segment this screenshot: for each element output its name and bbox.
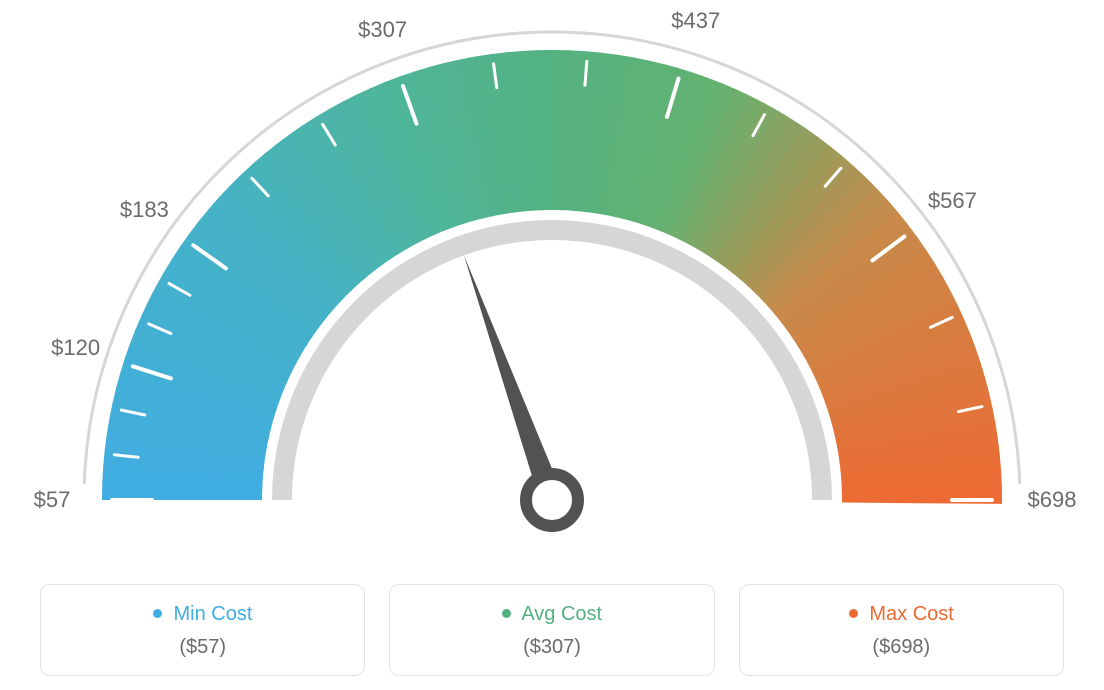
gauge-tick-label: $567 (928, 188, 977, 214)
min-cost-title: Min Cost (41, 603, 364, 626)
gauge-tick-label: $183 (120, 197, 169, 223)
summary-cards: Min Cost ($57) Avg Cost ($307) Max Cost … (40, 584, 1064, 676)
avg-cost-label: Avg Cost (521, 603, 602, 625)
max-cost-value: ($698) (740, 636, 1063, 659)
needle-hub (526, 474, 578, 526)
max-cost-label: Max Cost (869, 603, 953, 625)
min-cost-card: Min Cost ($57) (40, 584, 365, 676)
gauge-tick-label: $307 (358, 17, 407, 43)
gauge-tick-label: $120 (51, 335, 100, 361)
needle (464, 255, 563, 504)
avg-cost-value: ($307) (390, 636, 713, 659)
max-dot-icon (849, 609, 858, 618)
min-cost-value: ($57) (41, 636, 364, 659)
gauge-tick-label: $437 (671, 8, 720, 34)
max-cost-title: Max Cost (740, 603, 1063, 626)
min-dot-icon (153, 609, 162, 618)
gauge-svg (0, 0, 1104, 560)
gauge-tick-label: $698 (1028, 487, 1077, 513)
avg-cost-title: Avg Cost (390, 603, 713, 626)
gauge-area: $57 $120 $183 $307 $437 $567 $698 (0, 0, 1104, 560)
min-cost-label: Min Cost (173, 603, 252, 625)
avg-dot-icon (502, 609, 511, 618)
gauge-tick-label: $57 (34, 487, 71, 513)
cost-gauge-container: $57 $120 $183 $307 $437 $567 $698 Min Cost ($5… (0, 0, 1104, 690)
avg-cost-card: Avg Cost ($307) (389, 584, 714, 676)
max-cost-card: Max Cost ($698) (739, 584, 1064, 676)
minor-tick (585, 61, 587, 85)
